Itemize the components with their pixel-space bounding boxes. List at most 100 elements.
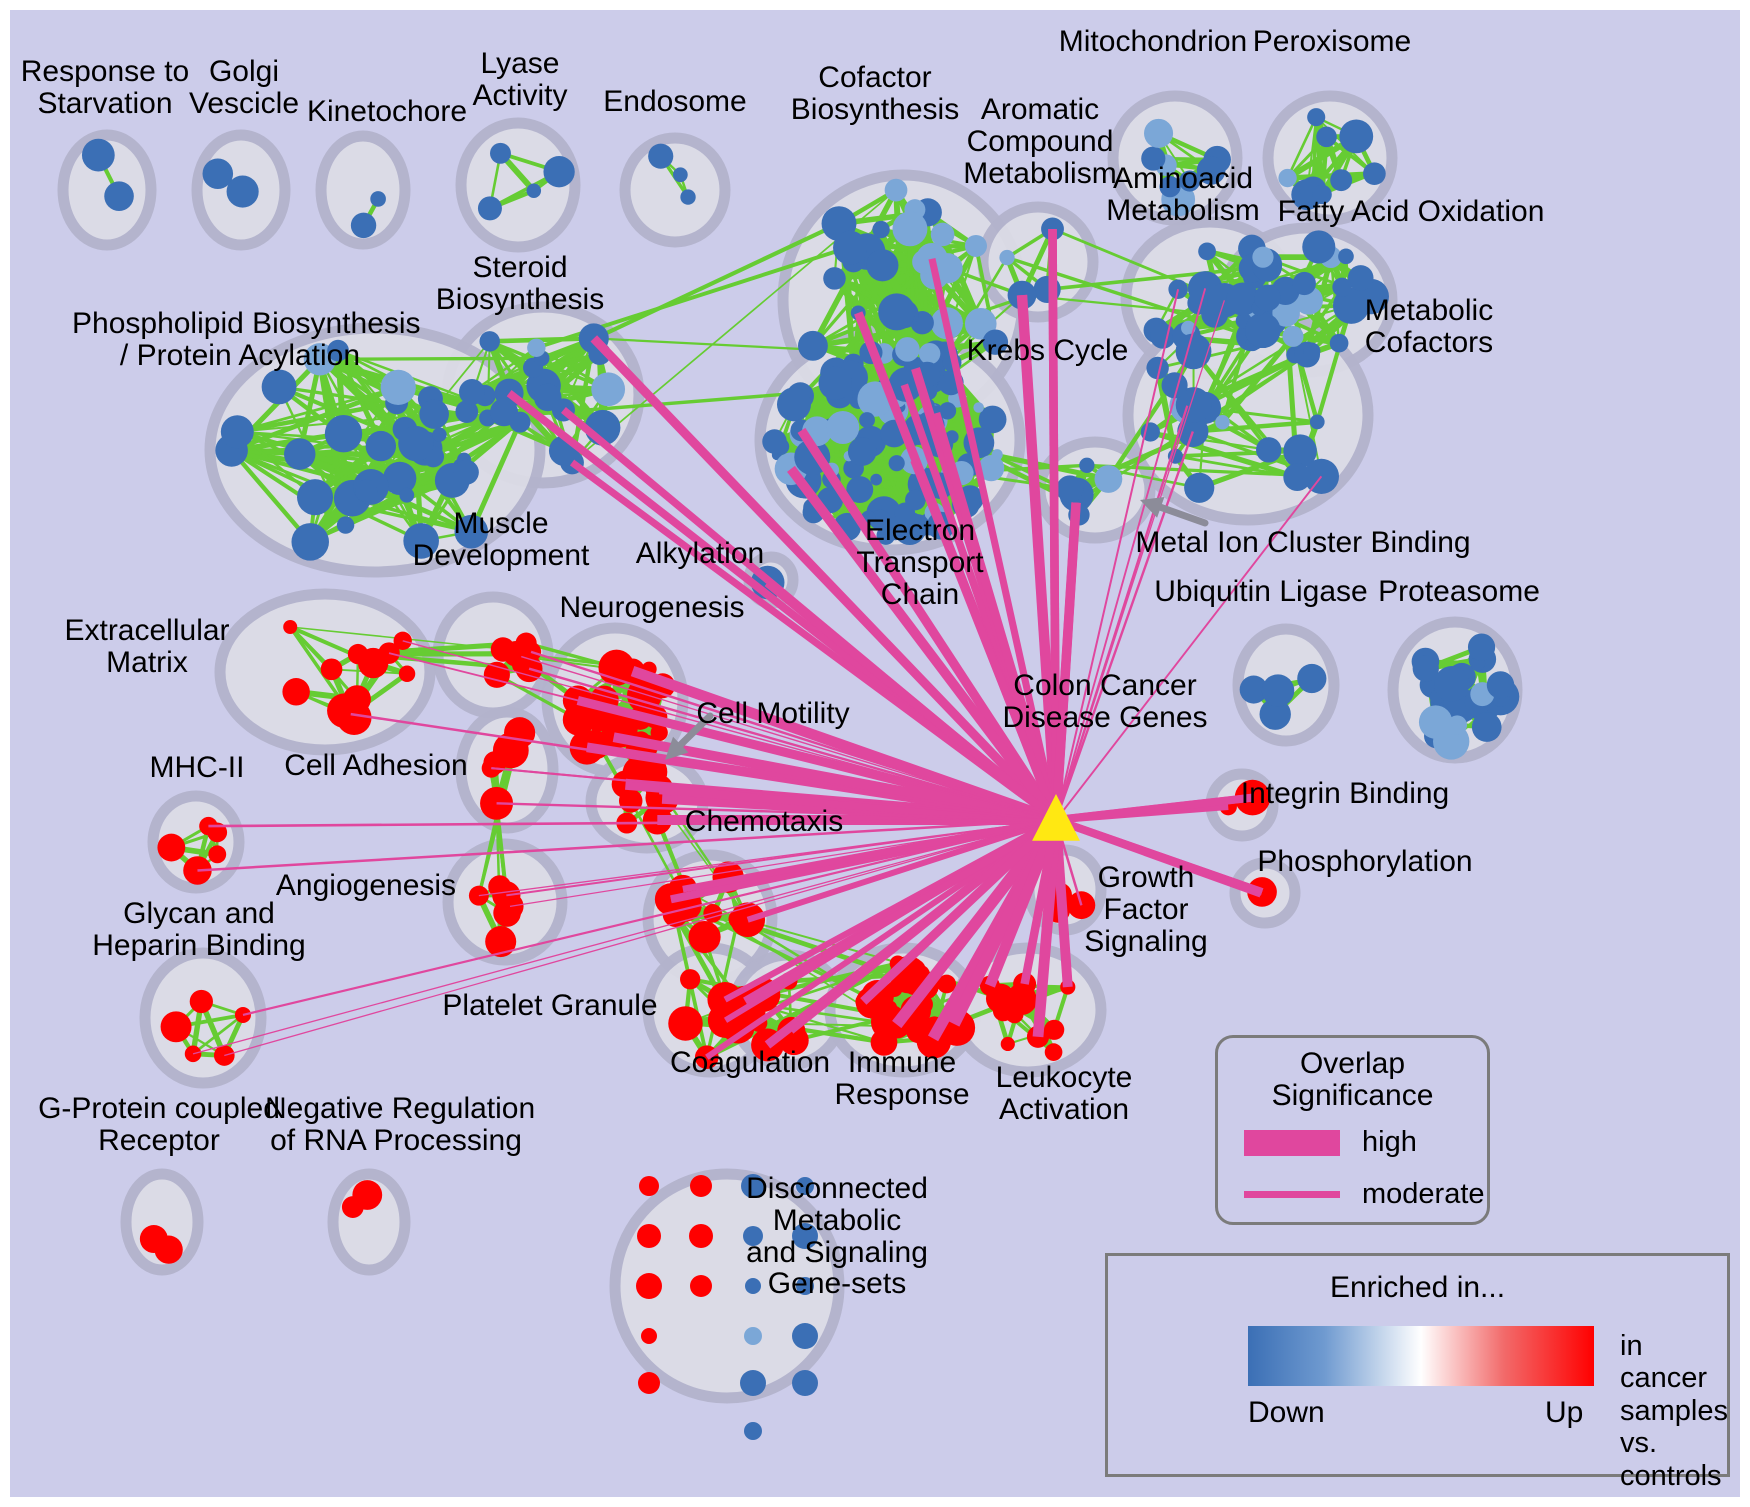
cluster-label-golgi-vescicle: Golgi Vescicle [188, 55, 300, 120]
gene-set-node [1471, 712, 1502, 742]
gene-overlap-edge [191, 1013, 245, 1056]
cluster-label-metal-ion-cluster-binding: Metal Ion Cluster Binding [1135, 526, 1471, 559]
gene-set-node [1412, 655, 1439, 682]
gene-overlap-edge [1315, 303, 1354, 424]
cluster-label-steroid-biosynthesis: Steroid Biosynthesis [435, 251, 605, 316]
gene-set-node [648, 143, 674, 169]
gene-set-node [964, 234, 987, 257]
network-graph [57, 90, 1523, 1440]
significance-edge [1054, 431, 1194, 821]
gene-set-node [1005, 1005, 1024, 1024]
gene-set-node [526, 183, 542, 198]
significance-edge [797, 427, 1060, 823]
gene-set-node [355, 479, 378, 502]
cluster-label-phospholipid-biosynthesis: Phospholipid Biosynthesis / Protein Acyl… [72, 307, 421, 372]
gene-set-node [490, 142, 511, 164]
significance-edges [192, 228, 1323, 1060]
cluster-halo-endosome [619, 132, 731, 248]
cluster-halo-kinetochore [315, 130, 411, 250]
gene-set-node [1329, 333, 1349, 353]
gene-set-node [485, 926, 517, 958]
cluster-halo-disconnected-gene-sets [609, 1168, 845, 1404]
gene-overlap-edge [229, 448, 348, 528]
gene-set-node [591, 372, 626, 407]
gene-set-node [637, 1224, 661, 1248]
gene-set-node [905, 489, 926, 511]
gene-set-node [1198, 242, 1216, 261]
gene-overlap-edge [470, 346, 538, 394]
significance-edge [765, 579, 1059, 823]
significance-edge [746, 817, 1057, 923]
gene-set-node [1175, 333, 1212, 370]
gene-set-node [918, 342, 941, 365]
significance-edge [761, 816, 1058, 998]
gene-overlap-edge [1191, 349, 1300, 480]
gene-set-node [350, 212, 377, 239]
gene-set-node [1339, 119, 1374, 154]
gene-set-node [527, 338, 546, 357]
gene-set-node [680, 969, 701, 990]
gene-set-node [1094, 465, 1123, 493]
gene-set-node [1079, 457, 1095, 473]
gene-set-node [895, 337, 920, 362]
gene-overlap-edge [1284, 171, 1377, 181]
cluster-label-metabolic-cofactors: Metabolic Cofactors [1364, 294, 1494, 359]
gene-set-node [866, 249, 899, 282]
arrow-to-metal-ion-cluster-head [1140, 496, 1165, 518]
legend-overlap-significance: Overlap Significance high moderate [1215, 1035, 1490, 1225]
gene-set-node [208, 845, 227, 864]
gene-set-node [744, 1327, 762, 1345]
gene-set-node [104, 181, 134, 211]
cluster-label-platelet-granule: Platelet Granule [442, 989, 658, 1022]
gene-set-node [320, 658, 343, 681]
gene-set-node [672, 167, 688, 183]
gene-set-node [341, 1196, 364, 1218]
gene-set-node [689, 1224, 713, 1248]
significance-edge [931, 411, 1061, 822]
gene-set-node [982, 329, 1009, 355]
cluster-label-endosome: Endosome [603, 85, 747, 118]
gene-set-node [792, 1370, 818, 1396]
legend-gradient-side-text: in cancer samples vs. controls [1620, 1330, 1728, 1492]
gene-overlap-edge [318, 356, 544, 361]
cluster-label-glycan-heparin-binding: Glycan and Heparin Binding [92, 897, 306, 962]
cluster-label-growth-factor-signaling: Growth Factor Signaling [1084, 861, 1208, 958]
cluster-label-g-protein-coupled-receptor: G-Protein coupled Receptor [38, 1092, 280, 1157]
gene-set-node [189, 989, 213, 1014]
cluster-label-cell-adhesion: Cell Adhesion [284, 749, 468, 782]
gene-set-node [973, 402, 984, 413]
gene-set-node [1159, 176, 1181, 198]
gene-set-node [483, 661, 510, 688]
gene-set-node [690, 1175, 712, 1197]
gene-set-node [543, 156, 575, 188]
legend-swatch-high [1244, 1129, 1340, 1156]
significance-edge [590, 335, 1060, 824]
gene-set-node [888, 455, 905, 472]
significance-edge [910, 458, 1060, 822]
gene-set-node [1312, 184, 1332, 205]
gene-set-node [1044, 1043, 1063, 1061]
arrow-to-cell-motility-head [665, 736, 689, 760]
gene-set-node [762, 429, 787, 454]
gene-set-node [1161, 372, 1188, 399]
significance-edge [224, 819, 1057, 1057]
significance-edge [789, 817, 1059, 1034]
cluster-label-phosphorylation: Phosphorylation [1257, 845, 1473, 878]
gene-overlap-edge [477, 804, 500, 897]
legend-label-moderate: moderate [1362, 1178, 1485, 1210]
gene-overlap-edge [811, 263, 885, 348]
cluster-label-alkylation: Alkylation [635, 537, 765, 570]
gene-set-node [1245, 312, 1281, 349]
gene-set-node [261, 369, 297, 405]
significance-edge [1054, 405, 1189, 821]
gene-set-node [1283, 434, 1317, 468]
significance-edge [1055, 475, 1323, 821]
gene-set-node [455, 400, 479, 423]
gene-set-node [184, 1045, 202, 1063]
gene-set-node [432, 427, 447, 442]
gene-set-node [1044, 1019, 1065, 1040]
gene-set-node [1303, 342, 1321, 360]
gene-set-node [650, 723, 668, 742]
gene-set-node [745, 1278, 761, 1294]
gene-set-node [1196, 155, 1226, 185]
